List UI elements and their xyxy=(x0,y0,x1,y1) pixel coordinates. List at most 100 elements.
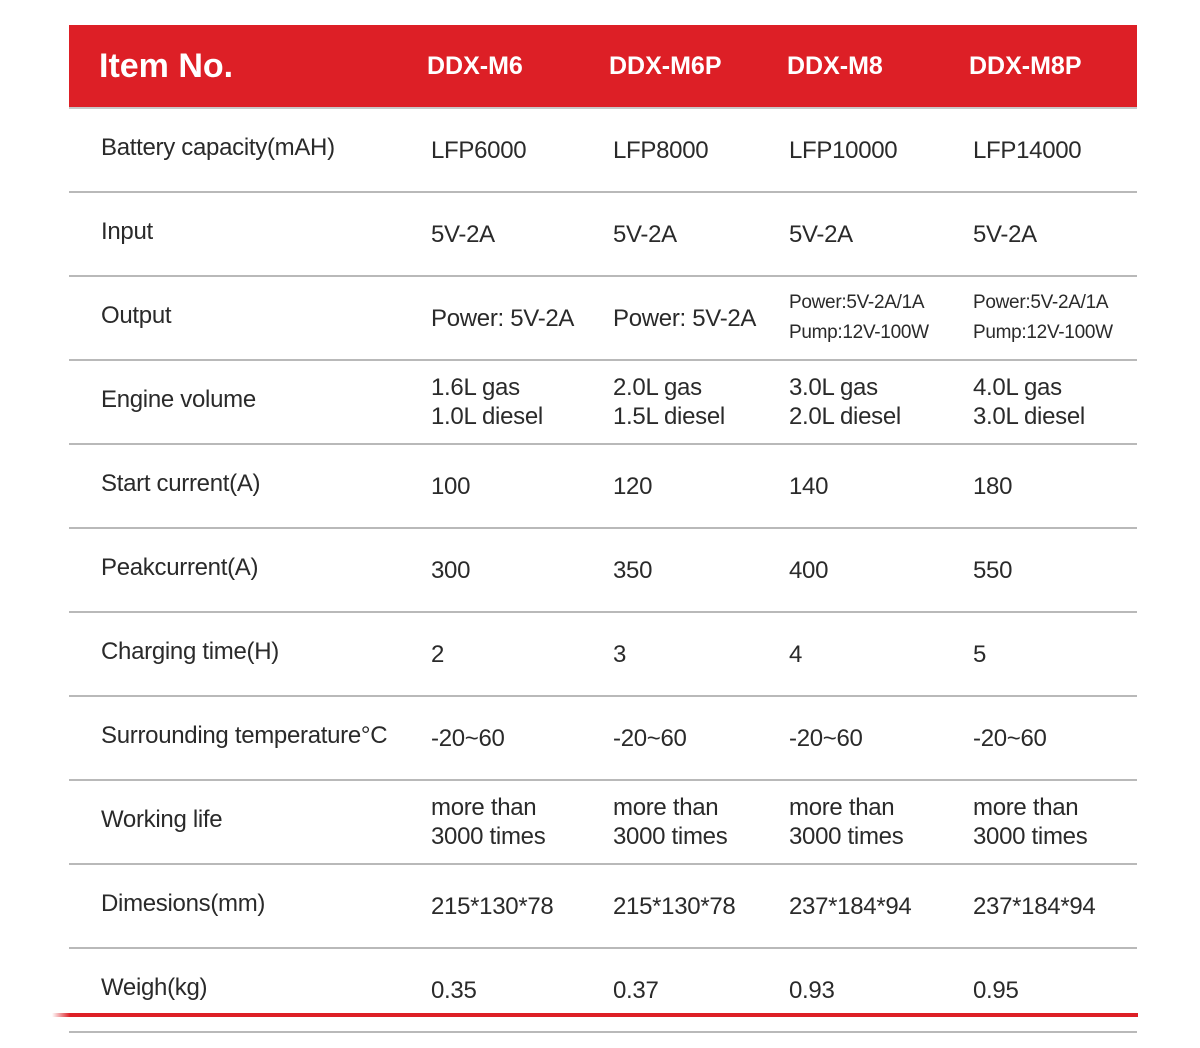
value-cell: 215*130*78 xyxy=(431,865,554,947)
value-cell: -20~60 xyxy=(789,697,863,779)
value-text: 140 xyxy=(789,472,829,500)
value-text: 180 xyxy=(973,472,1013,500)
value-text: 2 xyxy=(431,640,445,668)
row-label: Battery capacity(mAH) xyxy=(101,107,335,189)
value-cell: 5V-2A xyxy=(789,193,853,275)
value-text: 1.5L diesel xyxy=(613,403,725,430)
value-cell: 300 xyxy=(431,529,470,611)
row-label-text: Start current(A) xyxy=(101,470,261,497)
value-text: Pump:12V-100W xyxy=(973,322,1113,343)
value-text: 5V-2A xyxy=(431,220,495,248)
table-row-peak-current: Peakcurrent(A) 300 350 400 550 xyxy=(69,529,1137,613)
value-text: 5V-2A xyxy=(789,220,853,248)
table-row-weight: Weigh(kg) 0.35 0.37 0.93 0.95 xyxy=(69,949,1137,1033)
value-text: 0.37 xyxy=(613,976,659,1004)
value-text: 5 xyxy=(973,640,987,668)
value-text: 4.0L gas xyxy=(973,374,1062,401)
value-cell: more than 3000 times xyxy=(789,781,904,863)
table-row-charging-time: Charging time(H) 2 3 4 5 xyxy=(69,613,1137,697)
value-text: -20~60 xyxy=(973,724,1047,752)
value-cell: Power:5V-2A/1A Pump:12V-100W xyxy=(973,277,1113,359)
value-text: 5V-2A xyxy=(613,220,677,248)
value-text: Power:5V-2A/1A xyxy=(973,292,1109,313)
value-cell: LFP8000 xyxy=(613,109,709,191)
table-row-battery-capacity: Battery capacity(mAH) LFP6000 LFP8000 LFP10… xyxy=(69,109,1137,193)
value-text: 1.6L gas xyxy=(431,374,520,401)
value-cell: 180 xyxy=(973,445,1012,527)
value-text: 0.95 xyxy=(973,976,1019,1004)
spec-table: Item No. DDX-M6 DDX-M6P DDX-M8 DDX-M8P B… xyxy=(69,25,1137,1033)
row-label-text: Battery capacity(mAH) xyxy=(101,134,335,161)
table-row-input: Input 5V-2A 5V-2A 5V-2A 5V-2A xyxy=(69,193,1137,277)
value-text: 2.0L gas xyxy=(613,374,702,401)
value-text: 237*184*94 xyxy=(973,892,1096,920)
value-text: more than xyxy=(431,794,537,821)
value-cell: more than 3000 times xyxy=(431,781,546,863)
value-text: 237*184*94 xyxy=(789,892,912,920)
value-text: -20~60 xyxy=(613,724,687,752)
value-text: 3000 times xyxy=(789,823,904,850)
table-row-surrounding-temperature: Surrounding temperature°C -20~60 -20~60 -20… xyxy=(69,697,1137,781)
value-text: 2.0L diesel xyxy=(789,403,901,430)
value-cell: -20~60 xyxy=(613,697,687,779)
value-cell: more than 3000 times xyxy=(613,781,728,863)
row-label-text: Output xyxy=(101,302,172,329)
row-label: Input xyxy=(101,191,153,273)
value-cell: 0.37 xyxy=(613,949,659,1031)
value-text: LFP10000 xyxy=(789,136,898,164)
value-cell: 5 xyxy=(973,613,986,695)
value-text: LFP6000 xyxy=(431,136,527,164)
value-text: LFP14000 xyxy=(973,136,1082,164)
value-cell: 2.0L gas 1.5L diesel xyxy=(613,361,725,443)
value-cell: Power:5V-2A/1A Pump:12V-100W xyxy=(789,277,929,359)
value-text: Power: 5V-2A xyxy=(613,304,757,332)
value-text: 400 xyxy=(789,556,829,584)
value-cell: -20~60 xyxy=(431,697,505,779)
row-label: Charging time(H) xyxy=(101,611,279,693)
value-text: 0.93 xyxy=(789,976,835,1004)
value-cell: 550 xyxy=(973,529,1012,611)
table-body: Battery capacity(mAH) LFP6000 LFP8000 LFP10… xyxy=(69,109,1137,1033)
row-label: Weigh(kg) xyxy=(101,947,208,1029)
value-cell: Power: 5V-2A xyxy=(613,277,756,359)
value-cell: 0.95 xyxy=(973,949,1019,1031)
value-cell: LFP6000 xyxy=(431,109,527,191)
value-cell: 3.0L gas 2.0L diesel xyxy=(789,361,901,443)
value-cell: 237*184*94 xyxy=(789,865,912,947)
row-label: Peakcurrent(A) xyxy=(101,527,259,609)
row-label: Start current(A) xyxy=(101,443,261,525)
value-text: more than xyxy=(973,794,1079,821)
value-cell: 120 xyxy=(613,445,652,527)
table-header: Item No. DDX-M6 DDX-M6P DDX-M8 DDX-M8P xyxy=(69,25,1137,109)
row-label: Working life xyxy=(101,779,223,861)
value-text: 5V-2A xyxy=(973,220,1037,248)
model-heading-ddx-m6: DDX-M6 xyxy=(427,52,523,80)
table-row-engine-volume: Engine volume 1.6L gas 1.0L diesel 2.0L gas… xyxy=(69,361,1137,445)
value-cell: 100 xyxy=(431,445,470,527)
item-no-heading: Item No. xyxy=(99,47,234,85)
value-cell: 215*130*78 xyxy=(613,865,736,947)
value-cell: 350 xyxy=(613,529,652,611)
row-label-text: Weigh(kg) xyxy=(101,974,208,1001)
value-cell: LFP14000 xyxy=(973,109,1082,191)
row-label: Engine volume xyxy=(101,359,256,441)
value-cell: 2 xyxy=(431,613,444,695)
value-text: 0.35 xyxy=(431,976,477,1004)
value-text: Pump:12V-100W xyxy=(789,322,929,343)
value-cell: 1.6L gas 1.0L diesel xyxy=(431,361,543,443)
value-text: 3.0L gas xyxy=(789,374,878,401)
value-text: 215*130*78 xyxy=(613,892,736,920)
table-row-dimensions: Dimesions(mm) 215*130*78 215*130*78 237*184… xyxy=(69,865,1137,949)
model-heading-ddx-m8p: DDX-M8P xyxy=(969,52,1082,80)
value-text: more than xyxy=(613,794,719,821)
value-cell: -20~60 xyxy=(973,697,1047,779)
value-text: 215*130*78 xyxy=(431,892,554,920)
value-cell: 0.35 xyxy=(431,949,477,1031)
value-cell: 5V-2A xyxy=(613,193,677,275)
row-label: Dimesions(mm) xyxy=(101,863,265,945)
row-label: Output xyxy=(101,275,172,357)
row-label-text: Input xyxy=(101,218,153,245)
value-text: 100 xyxy=(431,472,471,500)
value-text: 3000 times xyxy=(973,823,1088,850)
table-row-output: Output Power: 5V-2A Power: 5V-2A Power:5V-2… xyxy=(69,277,1137,361)
